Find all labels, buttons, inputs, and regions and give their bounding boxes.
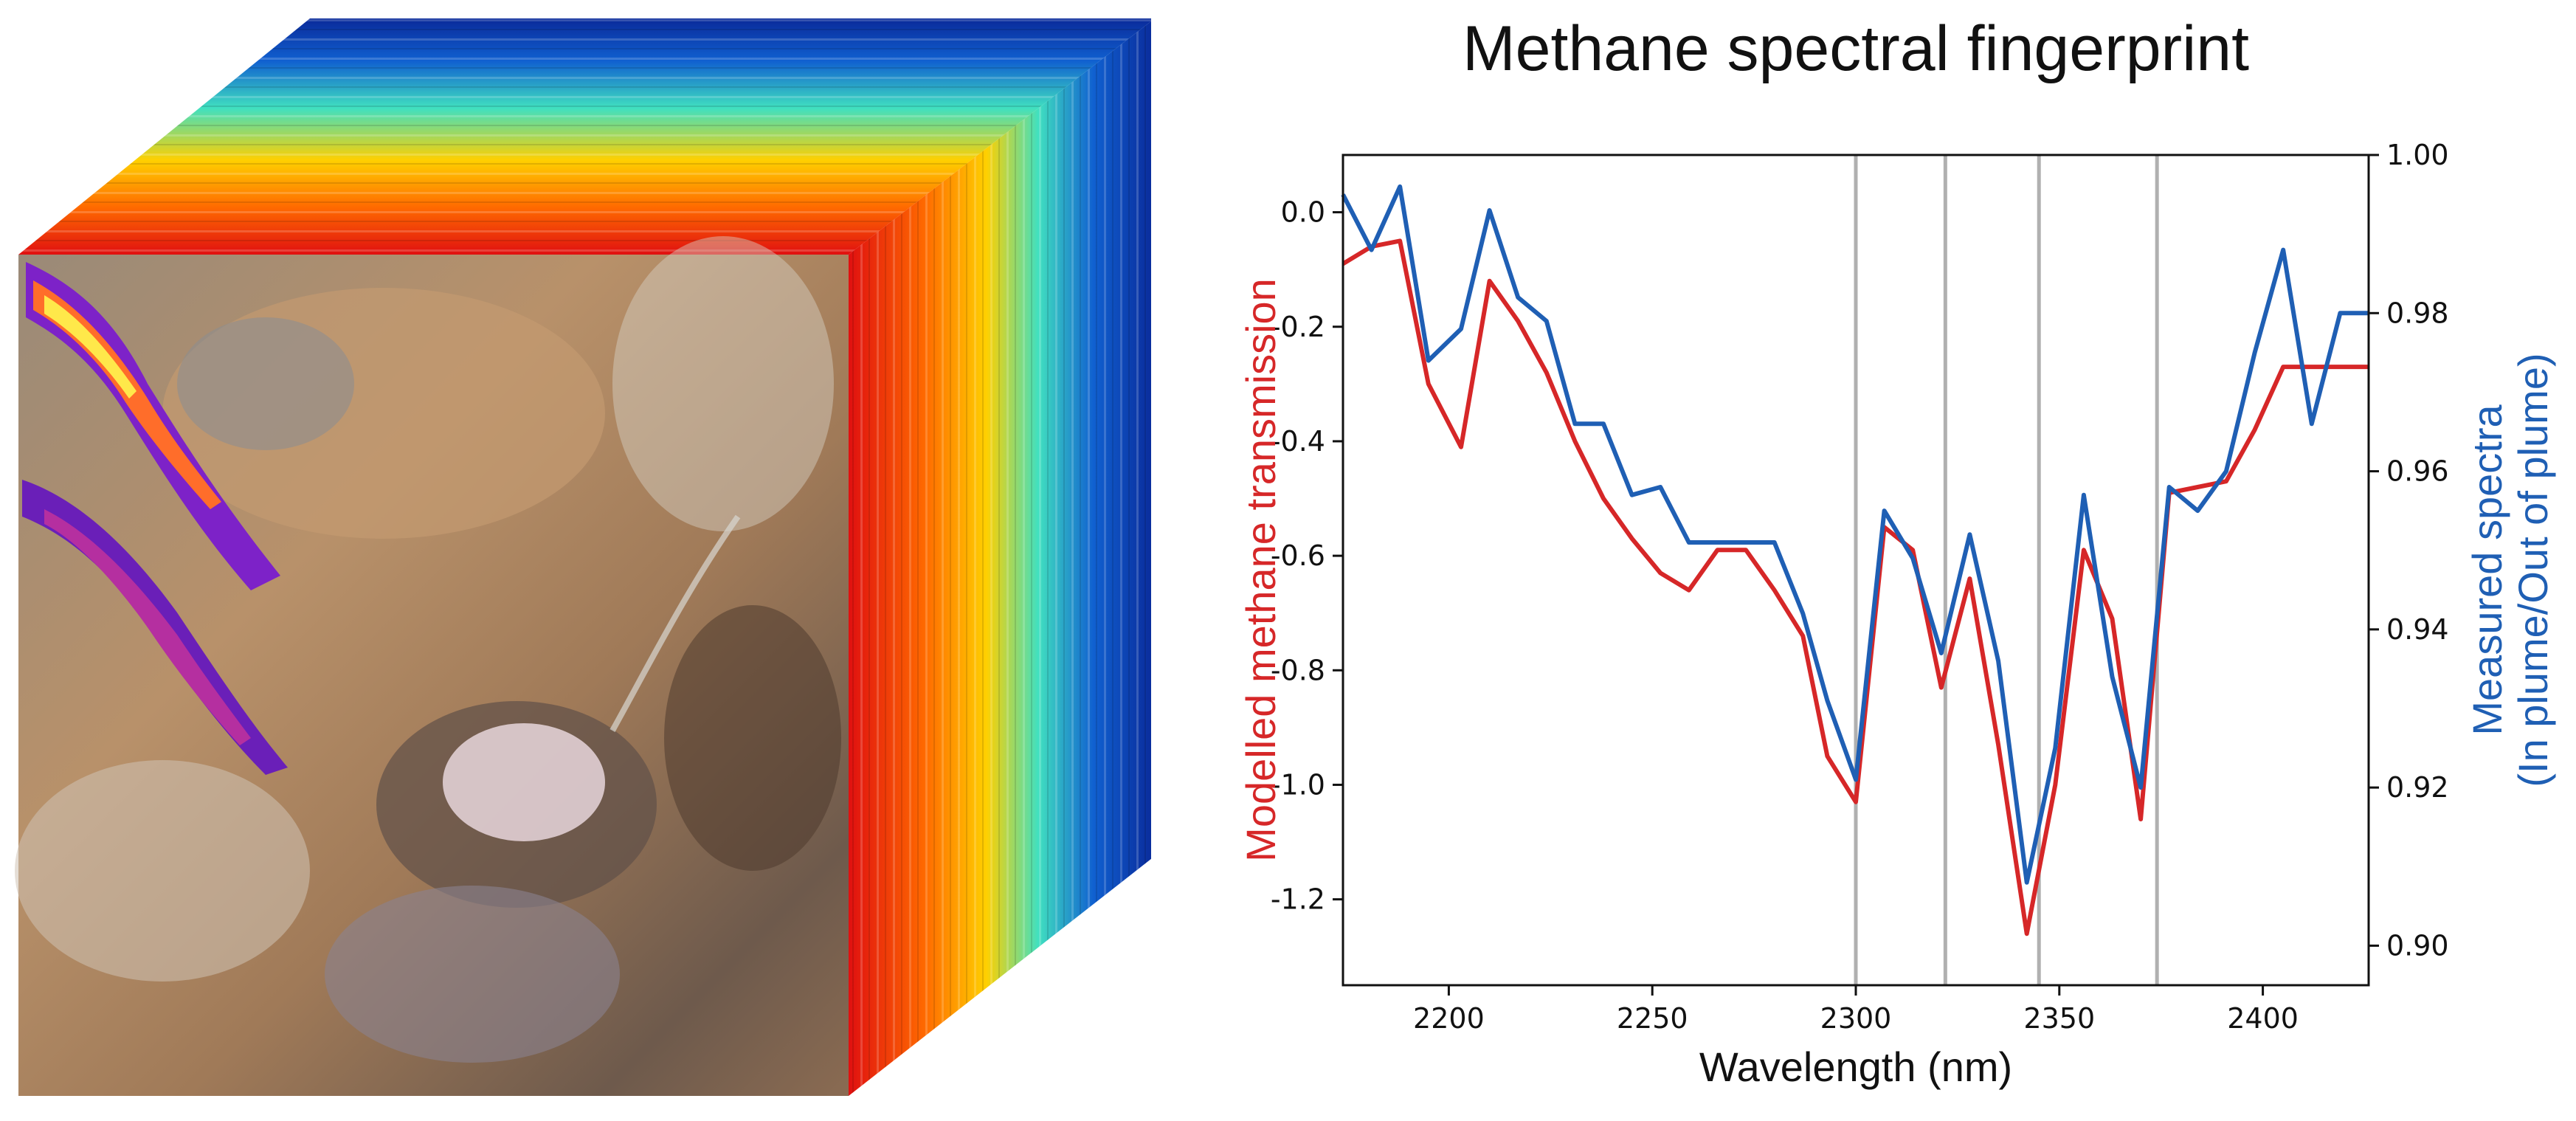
methane-plume-overlay: [22, 262, 288, 775]
series-lines: [1341, 184, 2369, 937]
x-tick-label: 2400: [2227, 1002, 2299, 1035]
y-left-tick-label: -0.6: [1271, 539, 1325, 572]
y-right-tick-label: 0.92: [2386, 771, 2449, 804]
y-right-tick-label: 0.96: [2386, 455, 2449, 488]
x-axis-label: Wavelength (nm): [1699, 1044, 2012, 1090]
y-left-tick-label: 0.0: [1281, 196, 1325, 229]
chart-title: Methane spectral fingerprint: [1463, 13, 2249, 84]
y-right-tick-label: 0.90: [2386, 929, 2449, 962]
modelled-transmission-line: [1341, 238, 2369, 937]
y-left-tick-label: -1.2: [1271, 883, 1325, 916]
x-tick-label: 2350: [2023, 1002, 2095, 1035]
y-left-tick-label: -1.0: [1271, 768, 1325, 801]
y-axis-right-label-line1: Measured spectra: [2464, 404, 2510, 736]
x-tick-label: 2300: [1820, 1002, 1892, 1035]
y-left-tick-label: -0.8: [1271, 654, 1325, 686]
y-axis-right-label-line2: (In plume/Out of plume): [2510, 353, 2556, 787]
y-axis-left-label: Modelled methane transmission: [1237, 278, 1284, 862]
y-left-tick-label: -0.2: [1271, 311, 1325, 343]
methane-chart: Methane spectral fingerprint 2200 2250 230…: [1237, 13, 2556, 1090]
hyperspectral-cube: [15, 18, 1151, 1096]
x-axis: 2200 2250 2300 2350 2400: [1413, 985, 2299, 1035]
reference-lines: [1854, 155, 2159, 985]
y-axis-right: 1.00 0.98 0.96 0.94 0.92 0.90: [2369, 139, 2449, 962]
y-right-tick-label: 0.98: [2386, 297, 2449, 329]
y-axis-left: 0.0 -0.2 -0.4 -0.6 -0.8 -1.0 -1.2: [1271, 196, 1343, 916]
y-right-tick-label: 0.94: [2386, 613, 2449, 646]
measured-spectra-line: [1341, 184, 2369, 885]
satellite-image: [15, 236, 849, 1096]
y-right-tick-label: 1.00: [2386, 139, 2449, 171]
y-left-tick-label: -0.4: [1271, 425, 1325, 458]
x-tick-label: 2250: [1617, 1002, 1688, 1035]
x-tick-label: 2200: [1413, 1002, 1485, 1035]
